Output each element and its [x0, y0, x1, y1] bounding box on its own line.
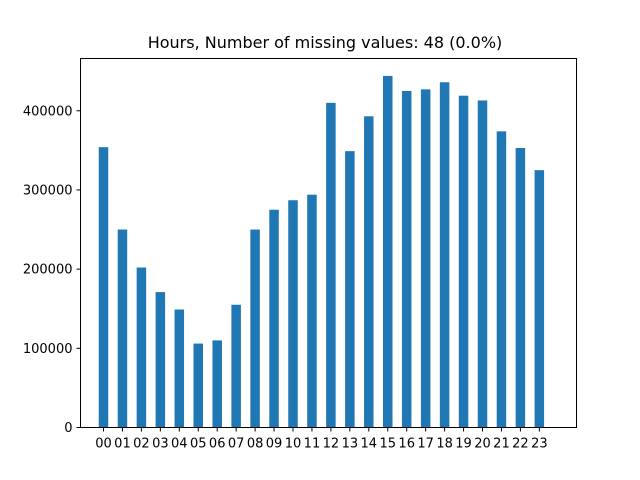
- bar-22: [515, 147, 526, 428]
- y-tick-label-4: 400000: [23, 104, 73, 119]
- x-tick-label-16: 16: [398, 437, 415, 452]
- bar-02: [136, 267, 147, 428]
- y-tick-label-3: 300000: [23, 183, 73, 198]
- y-tick-label-2: 200000: [23, 263, 73, 278]
- x-tick-label-15: 15: [379, 437, 396, 452]
- bar-15: [383, 75, 393, 428]
- x-tick-label-10: 10: [285, 437, 302, 452]
- x-tick-label-00: 00: [95, 437, 112, 452]
- bars-group: [98, 75, 545, 428]
- bar-11: [307, 194, 317, 428]
- x-tick-label-06: 06: [209, 437, 226, 452]
- chart-title: Hours, Number of missing values: 48 (0.0…: [148, 33, 503, 52]
- x-tick-label-23: 23: [531, 437, 548, 452]
- bar-16: [401, 90, 412, 428]
- x-tick-label-13: 13: [342, 437, 359, 452]
- bar-23: [534, 170, 545, 428]
- bar-08: [250, 229, 260, 428]
- bar-00: [98, 147, 109, 428]
- x-tick-label-12: 12: [323, 437, 340, 452]
- x-tick-label-22: 22: [512, 437, 529, 452]
- bar-19: [458, 95, 469, 428]
- x-tick-label-07: 07: [228, 437, 245, 452]
- bar-04: [174, 309, 185, 428]
- x-tick-label-11: 11: [304, 437, 321, 452]
- x-tick-label-01: 01: [114, 437, 131, 452]
- bar-05: [193, 343, 203, 428]
- bar-12: [326, 102, 336, 428]
- bar-17: [420, 89, 431, 428]
- y-axis: 0 100000 200000 300000 400000: [23, 104, 81, 436]
- x-tick-label-18: 18: [436, 437, 453, 452]
- bar-06: [212, 340, 222, 428]
- bar-21: [496, 131, 507, 428]
- bar-14: [364, 116, 374, 428]
- x-tick-label-17: 17: [417, 437, 434, 452]
- bar-03: [155, 292, 166, 428]
- x-tick-label-08: 08: [247, 437, 264, 452]
- bar-18: [439, 82, 450, 428]
- bar-10: [288, 200, 298, 428]
- x-tick-label-03: 03: [152, 437, 169, 452]
- bar-07: [231, 304, 241, 428]
- x-tick-label-02: 02: [133, 437, 150, 452]
- x-tick-label-20: 20: [474, 437, 491, 452]
- bar-01: [117, 229, 128, 428]
- bar-20: [477, 100, 488, 428]
- x-tick-label-14: 14: [361, 437, 378, 452]
- x-tick-label-09: 09: [266, 437, 283, 452]
- bar-09: [269, 209, 279, 428]
- x-tick-label-19: 19: [455, 437, 472, 452]
- x-tick-label-21: 21: [493, 437, 510, 452]
- y-tick-label-1: 100000: [23, 342, 73, 357]
- y-tick-label-0: 0: [64, 421, 72, 436]
- plot-frame: [80, 58, 577, 428]
- x-axis: 00 01 02 03 04 05 06 07 08 09 10 11 12 13 14 15 16 17 18 19…: [95, 427, 548, 452]
- x-tick-label-04: 04: [171, 437, 188, 452]
- x-tick-label-05: 05: [190, 437, 207, 452]
- bar-13: [345, 151, 355, 428]
